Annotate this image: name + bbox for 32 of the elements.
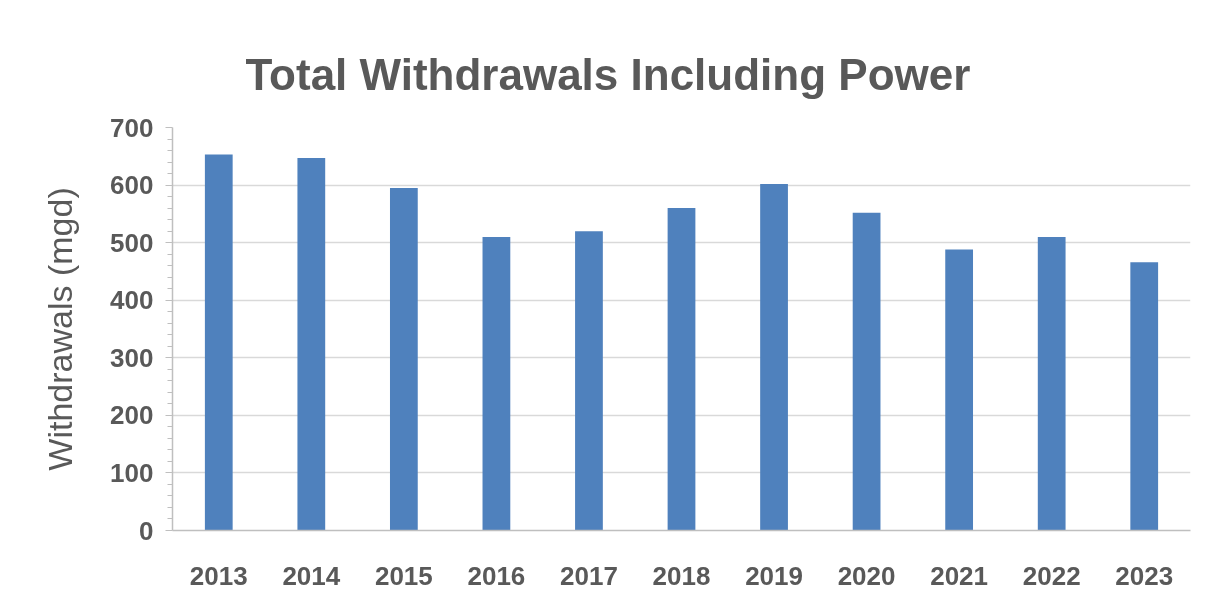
x-tick-label: 2021	[930, 560, 989, 591]
y-tick-label: 700	[110, 112, 154, 143]
y-tick-label: 200	[110, 400, 154, 431]
x-tick-label: 2023	[1115, 560, 1174, 591]
y-tick-label: 100	[110, 457, 154, 488]
y-tick-label: 600	[110, 170, 154, 201]
chart-title: Total Withdrawals Including Power	[245, 49, 971, 99]
x-tick-label: 2020	[837, 560, 896, 591]
bar	[667, 208, 696, 531]
bar	[1037, 236, 1066, 531]
y-tick-label: 300	[110, 342, 154, 373]
y-tick-label: 0	[139, 515, 154, 546]
bar	[852, 212, 881, 531]
y-tick-label: 500	[110, 227, 154, 258]
x-tick-label: 2016	[467, 560, 526, 591]
y-tick-label: 400	[110, 285, 154, 316]
x-tick-label: 2014	[282, 560, 341, 591]
x-tick-label: 2019	[745, 560, 803, 591]
bar	[760, 183, 788, 531]
x-tick-label: 2017	[560, 560, 618, 591]
bar	[1130, 262, 1159, 531]
bar	[389, 187, 418, 531]
x-tick-label: 2015	[374, 560, 433, 591]
x-tick-label: 2013	[189, 560, 248, 591]
bar	[575, 231, 603, 531]
x-tick-label: 2022	[1022, 560, 1081, 591]
y-axis-title: Withdrawals (mgd)	[41, 187, 80, 471]
bar	[297, 158, 326, 531]
bar	[945, 249, 974, 531]
bar	[204, 154, 233, 531]
x-tick-label: 2018	[652, 560, 711, 591]
bar	[482, 236, 511, 531]
